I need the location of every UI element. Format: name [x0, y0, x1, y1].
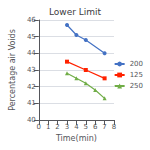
- svg-text:43: 43: [27, 66, 36, 74]
- svg-text:7: 7: [102, 123, 106, 131]
- svg-text:40: 40: [27, 116, 36, 124]
- svg-text:0: 0: [37, 123, 41, 131]
- svg-text:Lower Limit: Lower Limit: [49, 7, 102, 17]
- svg-text:6: 6: [93, 123, 98, 131]
- svg-text:125: 125: [130, 71, 143, 79]
- svg-text:1: 1: [46, 123, 50, 131]
- svg-text:42: 42: [27, 83, 36, 91]
- svg-text:Percentage air Voids: Percentage air Voids: [8, 29, 17, 111]
- svg-text:250: 250: [130, 82, 143, 90]
- svg-text:Time(min): Time(min): [55, 134, 97, 143]
- svg-text:41: 41: [27, 99, 36, 107]
- svg-text:3: 3: [65, 123, 69, 131]
- svg-text:5: 5: [84, 123, 88, 131]
- svg-text:45: 45: [27, 33, 36, 41]
- svg-text:44: 44: [27, 49, 36, 57]
- svg-text:8: 8: [112, 123, 116, 131]
- svg-text:46: 46: [27, 16, 36, 24]
- svg-text:4: 4: [74, 123, 79, 131]
- svg-text:200: 200: [130, 60, 143, 68]
- svg-text:2: 2: [55, 123, 59, 131]
